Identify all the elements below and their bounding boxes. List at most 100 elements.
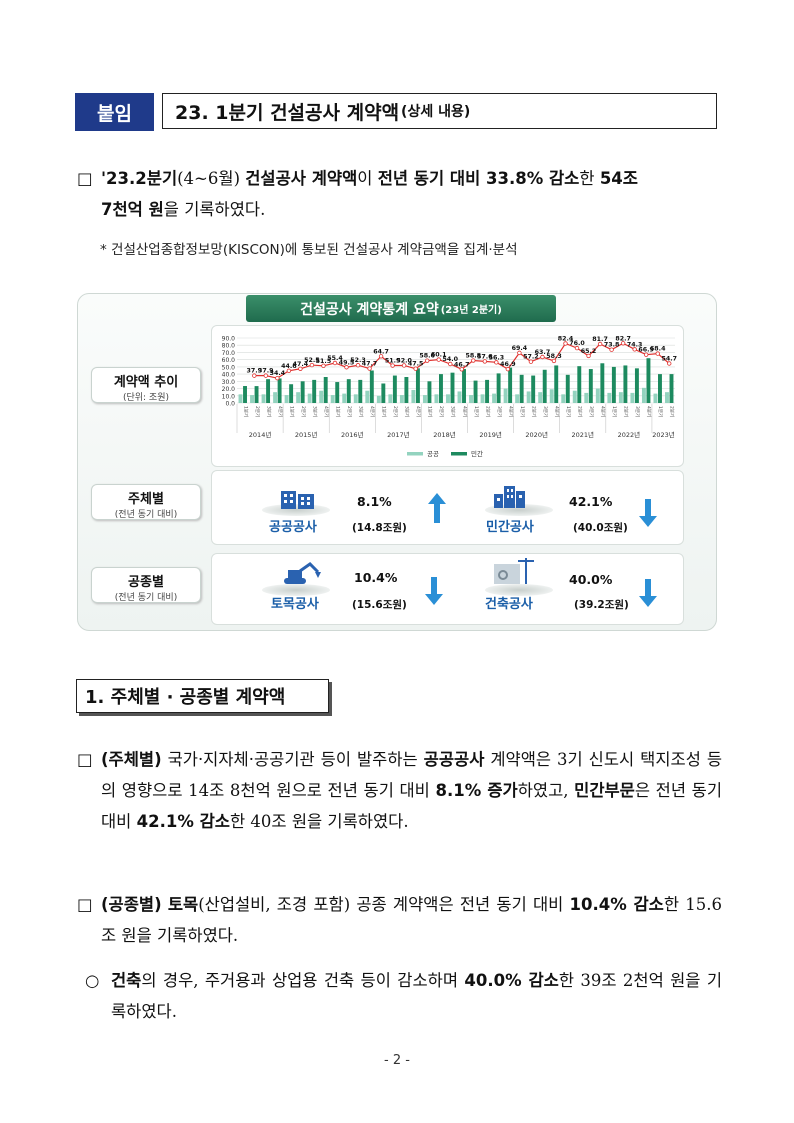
bar-private [646, 358, 651, 403]
bar-public [388, 394, 393, 403]
intro-text-2: 한 [579, 169, 600, 188]
bar-private [623, 365, 628, 403]
x-tick-label: 4분기 [461, 406, 468, 417]
entity-text-5: 한 40조 원을 기록하였다. [229, 812, 409, 831]
data-label: 82.7 [615, 335, 631, 342]
y-tick-label: 10.0 [222, 393, 236, 400]
bar-public [641, 387, 646, 403]
year-label: 2016년 [341, 430, 364, 439]
entity-tag: (주체별) [101, 750, 162, 769]
bar-private [473, 380, 478, 403]
bar-public [515, 394, 520, 403]
line-point [309, 362, 315, 368]
bar-private [300, 381, 305, 403]
bar-private [542, 369, 547, 403]
intro-period: '23.2분기 [101, 169, 178, 188]
x-tick-label: 1분기 [519, 406, 526, 417]
bar-public [399, 395, 404, 403]
x-tick-label: 2분기 [623, 406, 630, 417]
civil-pedestal [262, 584, 330, 596]
bar-public [665, 392, 669, 403]
bar-public [630, 392, 635, 403]
x-tick-label: 4분기 [646, 406, 653, 417]
civil-works-label: 토목공사 [271, 597, 319, 612]
x-tick-label: 3분기 [496, 406, 503, 417]
x-tick-label: 4분기 [553, 406, 560, 417]
y-tick-label: 20.0 [222, 386, 236, 393]
line-point [620, 341, 626, 346]
private-amount: (40.0조원) [573, 522, 628, 534]
bar-private [496, 373, 501, 403]
bar-public [250, 395, 254, 403]
bar-private [485, 379, 490, 403]
data-label: 74.3 [627, 341, 643, 348]
bullet-icon: ○ [85, 971, 100, 990]
bar-public [273, 392, 278, 403]
bar-private [277, 378, 282, 403]
x-tick-label: 1분기 [473, 406, 480, 417]
line-point [563, 341, 568, 346]
up-arrow-icon [428, 493, 446, 523]
arch-bold-2: 40.0% 감소 [464, 971, 559, 990]
bar-private [450, 372, 455, 403]
line-point [609, 347, 614, 352]
bar-private [427, 381, 432, 403]
line-point [344, 365, 349, 370]
data-label: 54.0 [442, 356, 458, 363]
bar-public [353, 394, 358, 403]
line-point [586, 353, 591, 359]
x-tick-label: 3분기 [265, 406, 272, 417]
data-label: 55.4 [327, 355, 343, 362]
page-title-text: 23. 1분기 건설공사 계약액 [175, 101, 400, 124]
line-point [643, 352, 649, 357]
bar-private [611, 366, 616, 403]
page-number: - 2 - [384, 1053, 410, 1068]
line-point [436, 357, 441, 362]
x-tick-label: 2분기 [669, 406, 676, 417]
attachment-badge: 붙임 [75, 93, 154, 131]
bar-private [658, 374, 662, 403]
line-point [517, 350, 522, 356]
line-point [505, 366, 511, 372]
line-point [286, 368, 292, 373]
x-tick-label: 1분기 [611, 406, 618, 417]
line-point [574, 345, 580, 351]
trend-unit: (단위: 조원) [122, 393, 170, 403]
bar-private [392, 375, 397, 403]
intro-subject: 건설공사 계약액 [245, 169, 358, 188]
x-tick-label: 2분기 [438, 406, 445, 417]
intro-paragraph: □ '23.2분기(4~6월) 건설공사 계약액이 전년 동기 대비 33.8%… [77, 163, 722, 225]
bar-private [462, 369, 466, 403]
year-label: 2023년 [652, 430, 675, 439]
y-tick-label: 60.0 [222, 357, 236, 364]
worktype-bold-2: 10.4% 감소 [569, 895, 664, 914]
data-label: 56.3 [489, 354, 505, 361]
entity-unit: (전년 동기 대비) [114, 510, 178, 520]
data-label: 57.2 [523, 354, 539, 361]
entity-bold-2: 8.1% 증가 [435, 781, 518, 800]
bar-public [469, 395, 473, 403]
data-label: 76.0 [569, 340, 585, 347]
line-point [332, 360, 338, 366]
data-label: 47.5 [408, 361, 424, 368]
infographic-title-suffix: (23년 2분기) [440, 305, 502, 316]
bar-public [411, 390, 416, 403]
legend-swatch-public [407, 452, 423, 456]
bar-public [342, 393, 347, 403]
bar-private [346, 379, 351, 403]
trend-label: 계약액 추이 (단위: 조원) [91, 367, 201, 403]
bar-private [439, 374, 443, 403]
private-change-pct: 42.1% [569, 494, 613, 509]
line-point [551, 358, 557, 364]
bar-public [330, 395, 335, 403]
data-label: 49.5 [339, 359, 355, 366]
data-label: 82.4 [558, 335, 574, 342]
arch-pedestal [485, 584, 553, 596]
line-point [298, 366, 303, 371]
bar-public [457, 391, 462, 403]
bar-public [365, 390, 370, 403]
entity-bold-1: 공공공사 [423, 750, 485, 769]
construction-site-icon [494, 558, 534, 584]
entity-paragraph: □ (주체별) 국가·지자체·공공기관 등이 발주하는 공공공사 계약액은 3기… [77, 744, 722, 837]
x-tick-label: 4분기 [369, 406, 376, 417]
